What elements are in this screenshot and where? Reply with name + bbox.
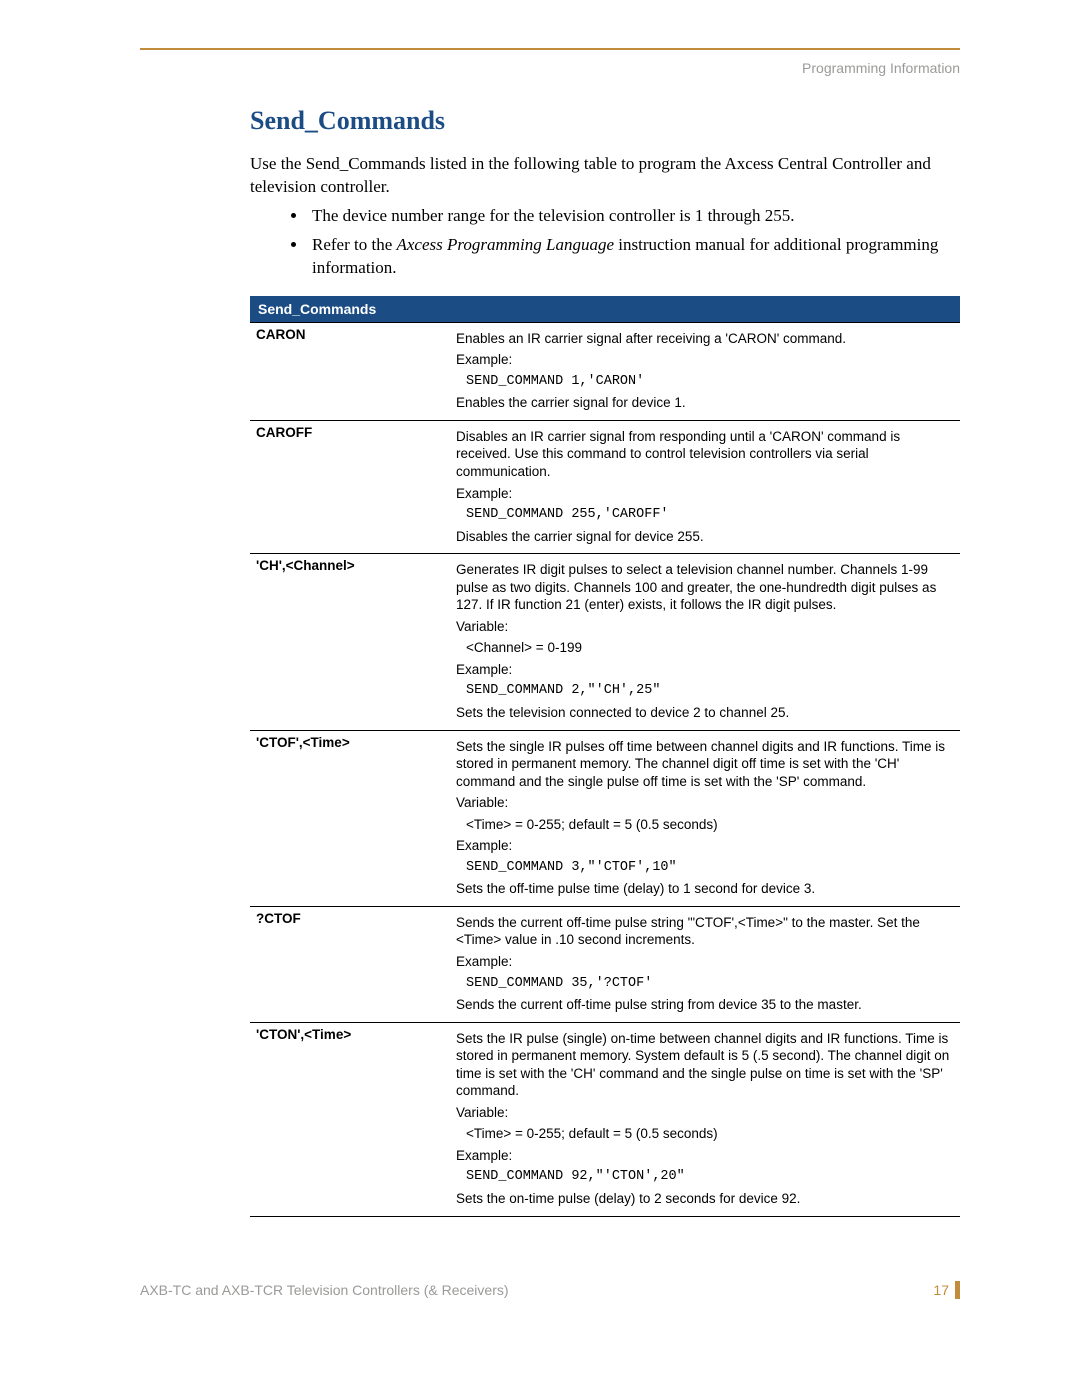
desc-line: Variable: — [456, 1104, 954, 1122]
table-row: 'CH',<Channel>Generates IR digit pulses … — [250, 554, 960, 730]
bullet-item: The device number range for the televisi… — [308, 205, 960, 228]
page-footer: AXB-TC and AXB-TCR Television Controller… — [120, 1281, 960, 1299]
desc-line: Enables the carrier signal for device 1. — [456, 394, 954, 412]
command-name: 'CTON',<Time> — [250, 1022, 450, 1216]
table-row: ?CTOFSends the current off-time pulse st… — [250, 906, 960, 1022]
command-description: Generates IR digit pulses to select a te… — [450, 554, 960, 730]
section-heading: Send_Commands — [250, 106, 960, 136]
desc-line: Generates IR digit pulses to select a te… — [456, 561, 954, 614]
desc-line: Example: — [456, 661, 954, 679]
commands-tbody: CARON Enables an IR carrier signal after … — [250, 322, 960, 1216]
code-line: SEND_COMMAND 92,"'CTON',20" — [456, 1168, 954, 1186]
desc-line: Sends the current off-time pulse string … — [456, 996, 954, 1014]
page-number: 17 — [933, 1282, 949, 1298]
command-description: Disables an IR carrier signal from respo… — [450, 420, 960, 553]
footer-doc-title: AXB-TC and AXB-TCR Television Controller… — [140, 1282, 509, 1298]
command-name: 'CTOF',<Time> — [250, 730, 450, 906]
table-title: Send_Commands — [250, 296, 960, 323]
code-line: SEND_COMMAND 2,"'CH',25" — [456, 682, 954, 700]
table-row: 'CTON',<Time>Sets the IR pulse (single) … — [250, 1022, 960, 1216]
code-line: SEND_COMMAND 1,'CARON' — [456, 373, 954, 391]
desc-line: Example: — [456, 1147, 954, 1165]
table-row: CARON Enables an IR carrier signal after … — [250, 322, 960, 420]
desc-line: Disables the carrier signal for device 2… — [456, 528, 954, 546]
command-description: Sends the current off-time pulse string … — [450, 906, 960, 1022]
desc-line: Example: — [456, 351, 954, 369]
code-line: SEND_COMMAND 3,"'CTOF',10" — [456, 859, 954, 877]
top-rule — [140, 48, 960, 50]
command-description: Enables an IR carrier signal after recei… — [450, 322, 960, 420]
desc-line: <Time> = 0-255; default = 5 (0.5 seconds… — [456, 816, 954, 834]
desc-line: Sends the current off-time pulse string … — [456, 914, 954, 949]
desc-line: Example: — [456, 953, 954, 971]
table-row: CAROFFDisables an IR carrier signal from… — [250, 420, 960, 553]
code-line: SEND_COMMAND 35,'?CTOF' — [456, 975, 954, 993]
desc-line: Example: — [456, 837, 954, 855]
page-mark-icon — [955, 1281, 960, 1299]
desc-line: Disables an IR carrier signal from respo… — [456, 428, 954, 481]
command-description: Sets the single IR pulses off time betwe… — [450, 730, 960, 906]
commands-table: Send_Commands CARON Enables an IR carrier… — [250, 296, 960, 1217]
desc-line: Example: — [456, 485, 954, 503]
section-label: Programming Information — [120, 60, 960, 76]
bullet-list: The device number range for the televisi… — [250, 205, 960, 280]
table-row: 'CTOF',<Time>Sets the single IR pulses o… — [250, 730, 960, 906]
code-line: SEND_COMMAND 255,'CAROFF' — [456, 506, 954, 524]
command-name: CARON — [250, 322, 450, 420]
desc-line: Variable: — [456, 618, 954, 636]
command-description: Sets the IR pulse (single) on-time betwe… — [450, 1022, 960, 1216]
bullet-item: Refer to the Axcess Programming Language… — [308, 234, 960, 280]
desc-line: Sets the IR pulse (single) on-time betwe… — [456, 1030, 954, 1100]
desc-line: <Time> = 0-255; default = 5 (0.5 seconds… — [456, 1125, 954, 1143]
desc-line: Enables an IR carrier signal after recei… — [456, 330, 954, 348]
command-name: ?CTOF — [250, 906, 450, 1022]
desc-line: Sets the television connected to device … — [456, 704, 954, 722]
command-name: CAROFF — [250, 420, 450, 553]
desc-line: Sets the off-time pulse time (delay) to … — [456, 880, 954, 898]
desc-line: Variable: — [456, 794, 954, 812]
command-name: 'CH',<Channel> — [250, 554, 450, 730]
desc-line: Sets the on-time pulse (delay) to 2 seco… — [456, 1190, 954, 1208]
intro-paragraph: Use the Send_Commands listed in the foll… — [250, 153, 960, 199]
desc-line: Sets the single IR pulses off time betwe… — [456, 738, 954, 791]
desc-line: <Channel> = 0-199 — [456, 639, 954, 657]
